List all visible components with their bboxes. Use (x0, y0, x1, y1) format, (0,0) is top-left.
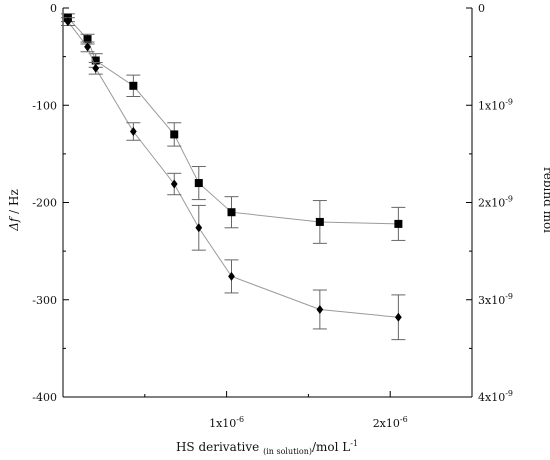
series-layer (60, 13, 406, 341)
y2-tick-mantissa: 3x10 (478, 294, 505, 307)
data-point-diamond (64, 17, 72, 27)
labels-group: Δf / Hz rebind mol HS derivative (in sol… (7, 167, 550, 456)
y2-tick-label: 4x10-9 (478, 389, 513, 404)
y2-tick-mantissa: 0 (478, 2, 485, 15)
x-axis-label-main: HS derivative (176, 440, 259, 454)
y2-tick-mantissa: 2x10 (478, 197, 505, 210)
x-tick-mantissa: 1x10 (209, 417, 236, 430)
y-tick-label: -100 (32, 99, 57, 112)
y-axis-label-italic: Δf (7, 215, 21, 232)
x-tick-label: 2x10-6 (373, 415, 408, 430)
data-point-square (194, 179, 203, 188)
series-line-square (67, 17, 399, 225)
data-point-square (83, 35, 92, 44)
data-point-diamond (170, 179, 178, 189)
x-axis-label-unit-exponent: -1 (350, 439, 358, 448)
y2-tick-exponent: -9 (505, 195, 513, 204)
axes-group: 0-100-200-300-40001x10-92x10-93x10-94x10… (32, 2, 513, 430)
y2-tick-exponent: -9 (505, 97, 513, 106)
y2-tick-exponent: -9 (505, 292, 513, 301)
y2-tick-label: 1x10-9 (478, 97, 513, 112)
data-point-square (394, 219, 403, 228)
y2-axis-label: rebind mol (541, 167, 550, 233)
y2-tick-label: 3x10-9 (478, 292, 513, 307)
series-square (60, 13, 406, 244)
data-point-diamond (129, 127, 137, 137)
data-point-square (129, 81, 138, 90)
y2-tick-mantissa: 1x10 (478, 99, 505, 112)
data-point-square (91, 56, 100, 65)
data-point-diamond (316, 304, 324, 314)
x-tick-label: 1x10-6 (209, 415, 244, 430)
y2-tick-mantissa: 4x10 (478, 391, 505, 404)
series-diamond (60, 17, 406, 341)
y-tick-label: -400 (32, 391, 57, 404)
series-line-diamond (67, 21, 399, 318)
data-point-square (227, 208, 236, 217)
y2-tick-label: 2x10-9 (478, 195, 513, 210)
data-point-diamond (195, 223, 203, 233)
y-tick-label: -300 (32, 294, 57, 307)
data-point-square (170, 130, 179, 139)
y-axis-label: Δf / Hz (7, 189, 21, 232)
x-tick-exponent: -6 (400, 415, 408, 424)
x-tick-exponent: -6 (236, 415, 244, 424)
data-point-diamond (228, 271, 235, 281)
x-tick-mantissa: 2x10 (373, 417, 400, 430)
y-tick-label: -200 (32, 197, 57, 210)
y2-tick-exponent: -9 (505, 389, 513, 398)
x-axis-label: HS derivative (in solution)/mol L-1 (176, 439, 358, 456)
y-axis-label-rest: / Hz (7, 189, 21, 217)
data-point-diamond (84, 42, 91, 52)
x-axis-label-subscript: (in solution) (263, 447, 312, 456)
x-axis-label-unit: /mol L (312, 440, 350, 454)
y-tick-label: 0 (50, 2, 57, 15)
data-point-diamond (395, 312, 402, 322)
y2-tick-label: 0 (478, 2, 485, 15)
data-point-square (315, 217, 324, 226)
data-point-diamond (92, 63, 100, 73)
